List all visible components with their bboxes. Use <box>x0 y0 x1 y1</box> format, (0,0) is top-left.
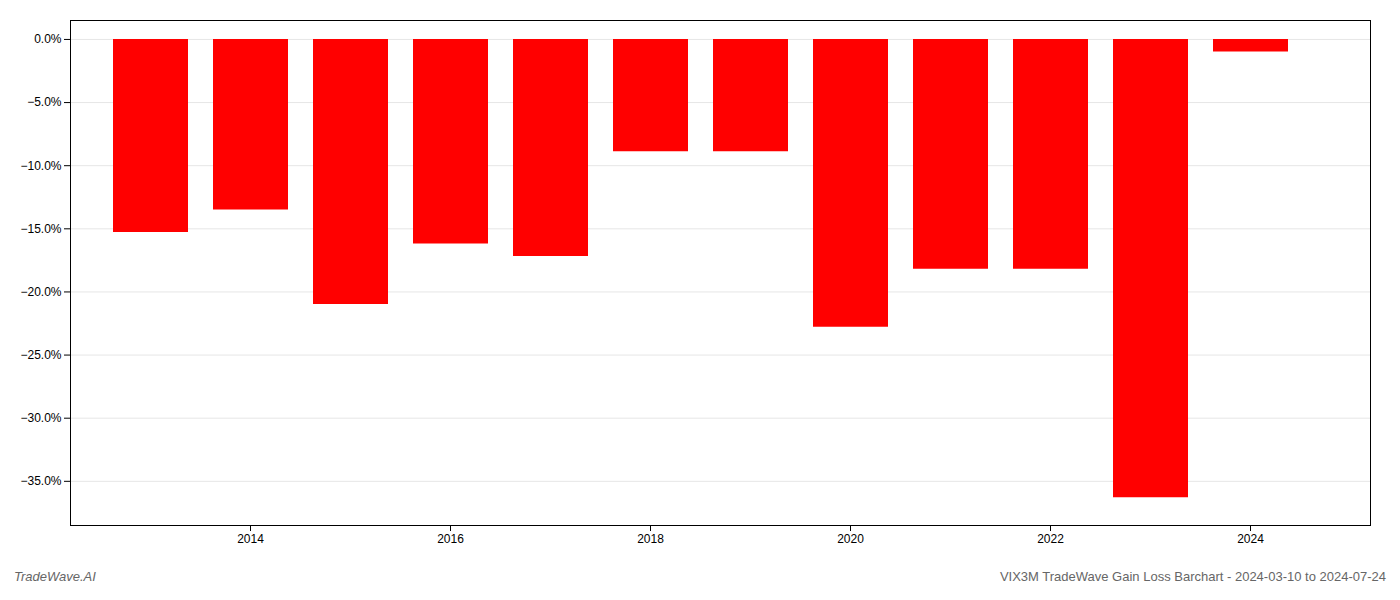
svg-text:−25.0%: −25.0% <box>20 348 61 362</box>
svg-text:−20.0%: −20.0% <box>20 285 61 299</box>
svg-text:−15.0%: −15.0% <box>20 222 61 236</box>
html-text:VIX3M TradeWave Gain Loss Barc: VIX3M TradeWave Gain Loss Barchart - 202… <box>999 569 1386 584</box>
svg-text:−5.0%: −5.0% <box>27 95 62 109</box>
svg-text:2018: 2018 <box>637 532 664 546</box>
svg-text:−35.0%: −35.0% <box>20 474 61 488</box>
svg-text:−10.0%: −10.0% <box>20 159 61 173</box>
svg-text:2016: 2016 <box>437 532 464 546</box>
html-text:TradeWave.AI: TradeWave.AI <box>14 569 96 584</box>
svg-text:2020: 2020 <box>837 532 864 546</box>
svg-text:2024: 2024 <box>1237 532 1264 546</box>
svg-text:0.0%: 0.0% <box>34 32 62 46</box>
svg-text:2014: 2014 <box>237 532 264 546</box>
svg-text:−30.0%: −30.0% <box>20 411 61 425</box>
svg-text:2022: 2022 <box>1037 532 1064 546</box>
